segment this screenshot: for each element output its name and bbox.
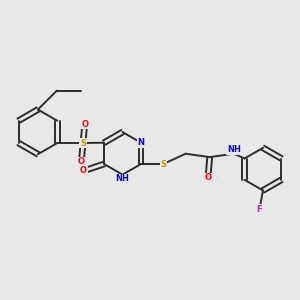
Text: F: F bbox=[257, 205, 262, 214]
Text: NH: NH bbox=[116, 174, 130, 183]
Text: O: O bbox=[80, 167, 87, 176]
Text: O: O bbox=[78, 158, 85, 166]
Text: O: O bbox=[81, 120, 88, 129]
Text: S: S bbox=[160, 160, 166, 169]
Text: S: S bbox=[80, 139, 86, 148]
Text: NH: NH bbox=[227, 145, 241, 154]
Text: N: N bbox=[137, 138, 145, 147]
Text: O: O bbox=[205, 173, 212, 182]
